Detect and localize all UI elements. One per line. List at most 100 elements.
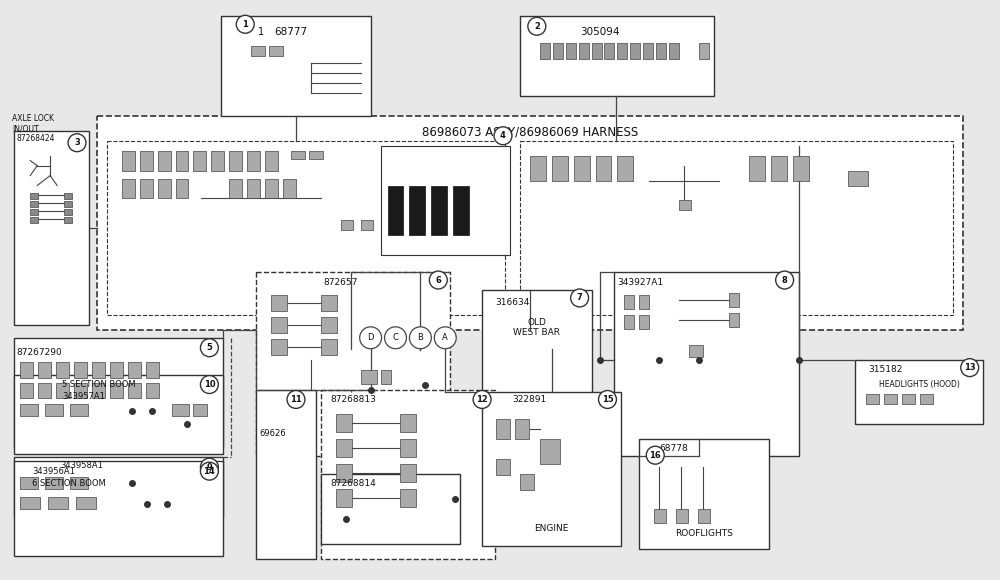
Bar <box>496 459 510 475</box>
Text: 343956A1: 343956A1 <box>32 467 75 476</box>
Bar <box>56 362 69 378</box>
Bar <box>70 404 88 416</box>
Bar <box>639 295 649 309</box>
Text: 343958A1: 343958A1 <box>61 461 103 470</box>
Bar <box>64 209 72 215</box>
Circle shape <box>68 134 86 151</box>
Text: 11: 11 <box>290 395 302 404</box>
Circle shape <box>434 327 456 349</box>
Circle shape <box>287 390 305 408</box>
Text: 14: 14 <box>204 467 215 476</box>
Bar <box>92 362 105 378</box>
Bar <box>247 179 260 198</box>
Bar <box>74 362 87 378</box>
Bar <box>92 383 105 398</box>
Bar <box>45 404 63 416</box>
Text: ROOFLIGHTS: ROOFLIGHTS <box>675 529 733 538</box>
Bar <box>14 461 223 556</box>
Bar <box>866 394 879 404</box>
Bar <box>630 43 640 59</box>
Bar <box>699 43 709 59</box>
Bar <box>128 362 141 378</box>
Bar <box>321 295 337 311</box>
Bar <box>520 474 534 490</box>
Bar <box>624 315 634 329</box>
Bar <box>140 179 153 198</box>
Bar <box>30 201 38 208</box>
Text: 6 SECTION BOOM: 6 SECTION BOOM <box>32 479 106 488</box>
Bar <box>20 404 38 416</box>
Bar <box>553 43 563 59</box>
Bar <box>656 43 666 59</box>
Bar <box>617 155 633 180</box>
Text: 4: 4 <box>500 131 506 140</box>
Bar <box>515 419 529 439</box>
Circle shape <box>646 446 664 464</box>
Bar <box>30 218 38 223</box>
Circle shape <box>236 15 254 33</box>
Bar <box>341 220 353 230</box>
Bar <box>336 464 352 482</box>
Bar <box>321 474 460 544</box>
Bar <box>56 383 69 398</box>
Circle shape <box>200 339 218 357</box>
Bar <box>97 116 963 330</box>
Bar <box>639 439 769 549</box>
Circle shape <box>385 327 406 349</box>
Text: A: A <box>442 334 448 342</box>
Bar <box>336 489 352 507</box>
Bar <box>793 155 809 180</box>
Text: 87268424: 87268424 <box>16 134 55 143</box>
Bar <box>271 295 287 311</box>
Circle shape <box>200 462 218 480</box>
Bar <box>14 338 223 447</box>
Bar <box>388 186 403 235</box>
Text: 86986073 ASSY/86986069 HARNESS: 86986073 ASSY/86986069 HARNESS <box>422 126 638 139</box>
Text: 3: 3 <box>74 138 80 147</box>
Bar <box>265 151 278 171</box>
Text: 316634: 316634 <box>495 298 529 307</box>
Bar <box>409 186 425 235</box>
Text: 68777: 68777 <box>274 27 308 37</box>
Bar <box>271 339 287 355</box>
Circle shape <box>200 458 218 476</box>
Text: 7: 7 <box>577 293 582 302</box>
Bar <box>361 220 373 230</box>
Bar <box>38 362 51 378</box>
Bar <box>855 360 983 425</box>
Text: 8: 8 <box>782 276 788 285</box>
Text: OLD
WEST BAR: OLD WEST BAR <box>513 318 560 337</box>
Bar <box>579 43 589 59</box>
Text: 315182: 315182 <box>868 365 903 374</box>
Bar <box>566 43 576 59</box>
Bar <box>729 293 739 307</box>
Bar <box>400 439 416 457</box>
Text: 343927A1: 343927A1 <box>617 278 664 287</box>
Bar <box>698 509 710 523</box>
Circle shape <box>429 271 447 289</box>
Bar <box>14 457 223 517</box>
Bar <box>574 155 590 180</box>
Bar <box>229 151 242 171</box>
Bar <box>45 477 63 489</box>
Bar <box>617 43 627 59</box>
Bar <box>128 383 141 398</box>
Text: C: C <box>393 334 398 342</box>
Bar <box>321 390 495 559</box>
Bar <box>176 151 188 171</box>
Bar <box>309 151 323 159</box>
Circle shape <box>528 17 546 35</box>
Bar <box>321 317 337 333</box>
Text: 87267290: 87267290 <box>16 348 62 357</box>
Bar <box>604 43 614 59</box>
Bar <box>771 155 787 180</box>
Text: 305094: 305094 <box>580 27 619 37</box>
Bar <box>336 414 352 432</box>
Text: AXLE LOCK
IN/OUT: AXLE LOCK IN/OUT <box>12 114 54 133</box>
Bar <box>749 155 765 180</box>
Bar <box>669 43 679 59</box>
Text: 68778: 68778 <box>659 444 688 453</box>
Text: 322891: 322891 <box>513 396 547 404</box>
Text: 69626: 69626 <box>259 429 286 438</box>
Text: 1: 1 <box>242 20 248 29</box>
